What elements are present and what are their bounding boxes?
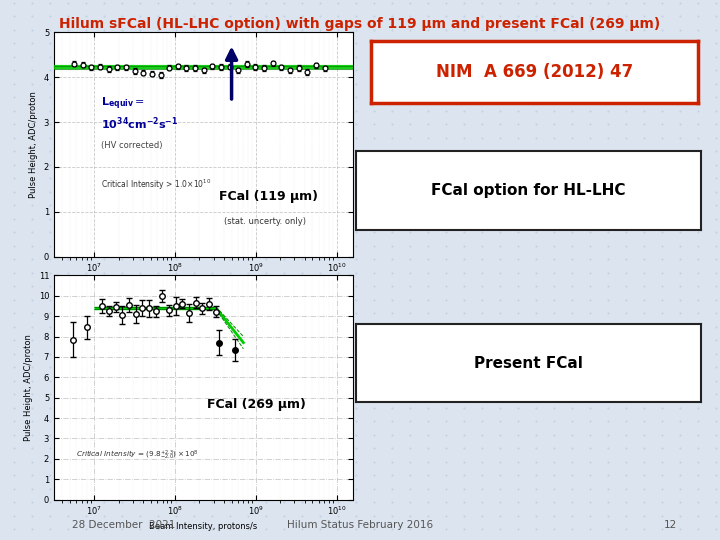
X-axis label: Beam Intensity, protons/s: Beam Intensity, protons/s [149,522,258,531]
Text: (stat. uncerty. only): (stat. uncerty. only) [224,217,306,226]
Text: Critical Intensity > 1.0$\times$10$^{10}$: Critical Intensity > 1.0$\times$10$^{10}… [101,178,211,192]
Text: Hilum Status February 2016: Hilum Status February 2016 [287,520,433,530]
Y-axis label: Pulse Height, ADC/proton: Pulse Height, ADC/proton [30,91,38,198]
Text: FCal (119 μm): FCal (119 μm) [219,191,318,204]
Text: 12: 12 [664,520,677,530]
Text: FCal option for HL-LHC: FCal option for HL-LHC [431,183,626,198]
Text: FCal (269 μm): FCal (269 μm) [207,398,306,411]
Text: 28 December  2021: 28 December 2021 [72,520,176,530]
Text: (HV corrected): (HV corrected) [101,141,162,150]
X-axis label: Beam Intensity, protons/s: Beam Intensity, protons/s [149,279,258,288]
Text: $\mathbf{10^{34}}$$\mathbf{cm^{-2}s^{-1}}$: $\mathbf{10^{34}}$$\mathbf{cm^{-2}s^{-1}… [101,116,178,132]
Text: $\mathbf{L_{equiv}}=$: $\mathbf{L_{equiv}}=$ [101,96,145,112]
Y-axis label: Pulse Height, ADC/proton: Pulse Height, ADC/proton [24,334,33,441]
Text: Present FCal: Present FCal [474,356,583,370]
Text: Hilum sFCal (HL-LHC option) with gaps of 119 μm and present FCal (269 μm): Hilum sFCal (HL-LHC option) with gaps of… [59,17,661,31]
Text: Critical Intensity = $(9.8^{+2.3}_{-2.0})\times10^{8}$: Critical Intensity = $(9.8^{+2.3}_{-2.0}… [76,449,199,462]
Text: NIM  A 669 (2012) 47: NIM A 669 (2012) 47 [436,63,633,80]
